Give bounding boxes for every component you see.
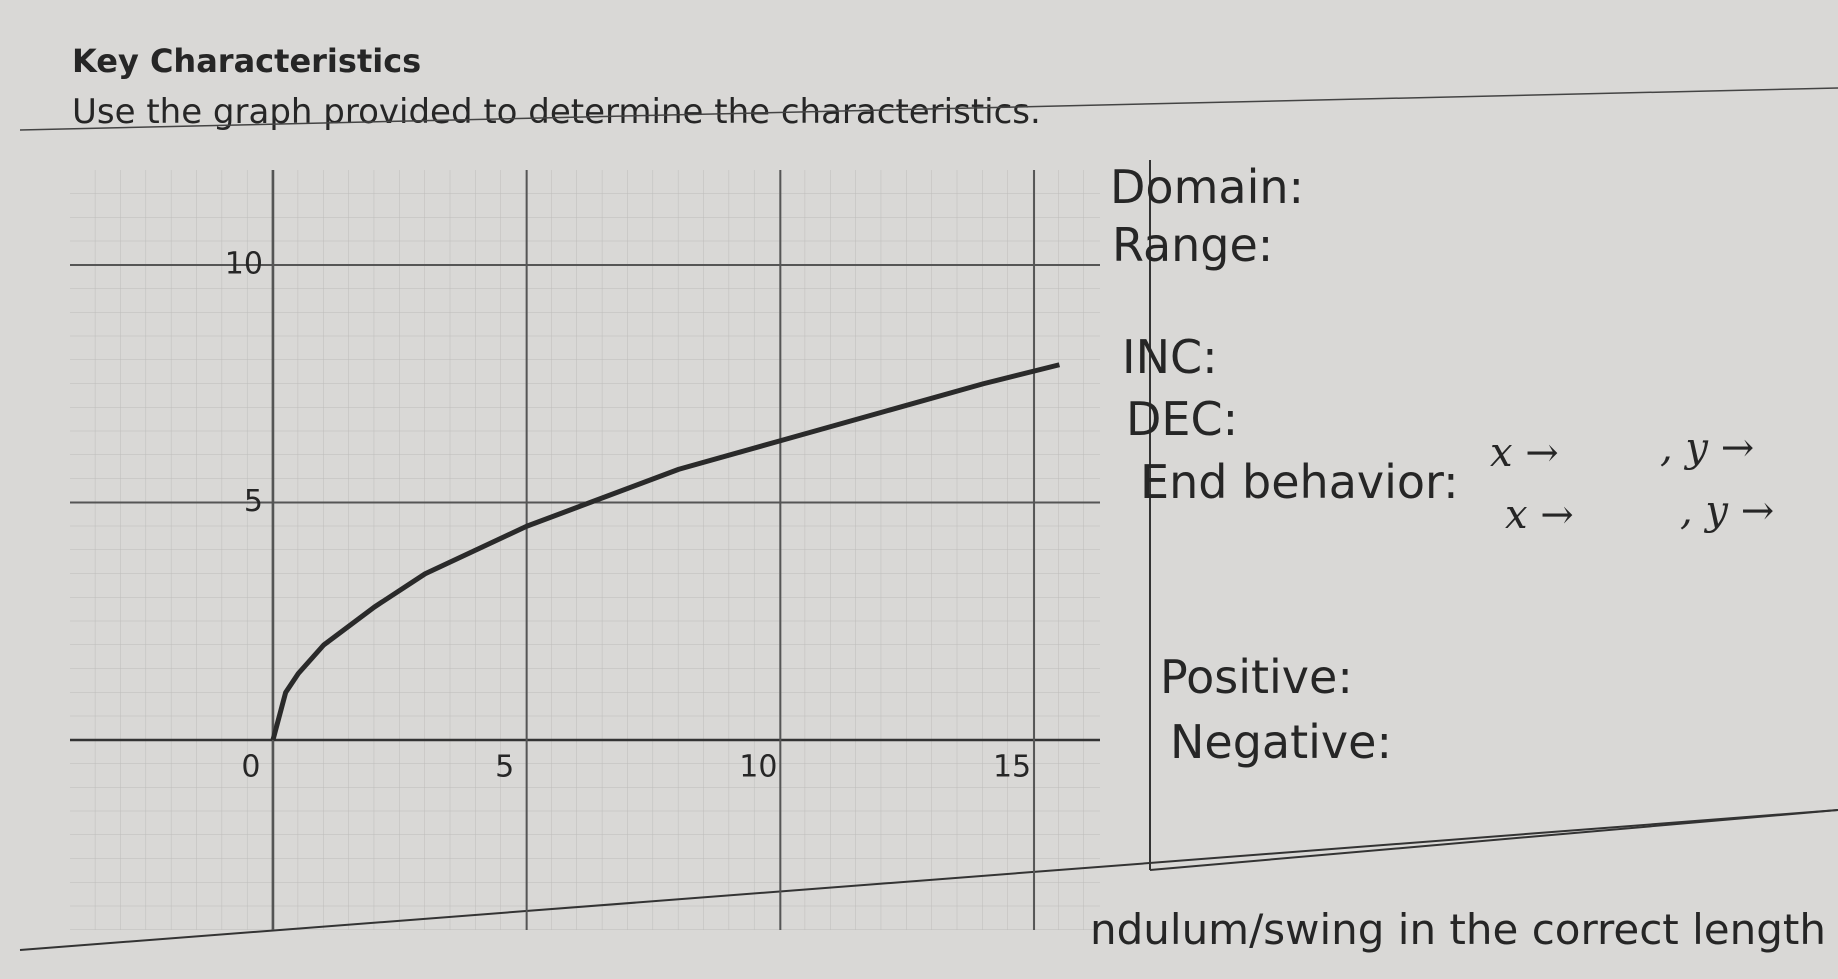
x-tick-label: 10 bbox=[739, 750, 777, 785]
end-x: x → bbox=[1505, 492, 1574, 538]
positive-label: Positive: bbox=[1160, 650, 1353, 704]
box-border bbox=[1149, 809, 1838, 871]
end-y: , y → bbox=[1680, 488, 1775, 534]
inc-label: INC: bbox=[1122, 330, 1218, 384]
x-tick-label: 0 bbox=[241, 750, 260, 785]
y-tick-label: 10 bbox=[225, 247, 263, 282]
title: Key Characteristics bbox=[72, 42, 422, 80]
end-x: x → bbox=[1490, 430, 1559, 476]
x-tick-label: 5 bbox=[495, 750, 514, 785]
end-y: , y → bbox=[1660, 425, 1755, 471]
domain-label: Domain: bbox=[1110, 160, 1304, 214]
end-behavior-label: End behavior: bbox=[1140, 455, 1459, 509]
negative-label: Negative: bbox=[1170, 715, 1392, 769]
function-curve bbox=[270, 362, 1061, 741]
dec-label: DEC: bbox=[1126, 392, 1239, 446]
range-label: Range: bbox=[1112, 218, 1274, 272]
x-tick-label: 15 bbox=[993, 750, 1031, 785]
y-tick-label: 5 bbox=[244, 484, 263, 519]
box-border bbox=[19, 87, 1838, 131]
box-border bbox=[19, 809, 1838, 951]
footer-text: ndulum/swing in the correct length (L). bbox=[1090, 905, 1838, 954]
minor-grid bbox=[70, 170, 1100, 930]
